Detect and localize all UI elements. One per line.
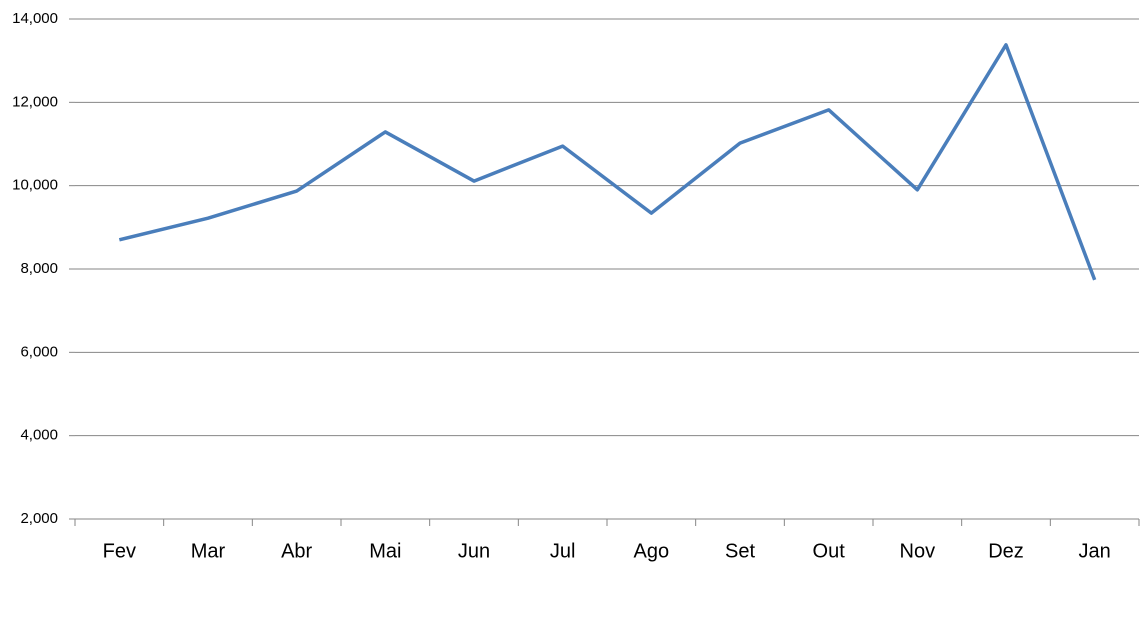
x-tick-label: Set bbox=[725, 540, 755, 562]
y-tick-label: 2,000 bbox=[20, 510, 58, 527]
x-tick-label: Mar bbox=[191, 540, 226, 562]
y-tick-label: 10,000 bbox=[12, 177, 58, 194]
y-tick-label: 4,000 bbox=[20, 427, 58, 444]
x-tick-label: Ago bbox=[634, 540, 670, 562]
y-tick-label: 14,000 bbox=[12, 10, 58, 27]
data-line bbox=[118, 43, 1097, 281]
x-tick-label: Jan bbox=[1079, 540, 1111, 562]
x-tick-label: Out bbox=[813, 540, 846, 562]
y-tick-label: 8,000 bbox=[20, 260, 58, 277]
x-tick-label: Mai bbox=[369, 540, 401, 562]
x-tick-label: Jul bbox=[550, 540, 576, 562]
x-tick-label: Dez bbox=[988, 540, 1024, 562]
y-tick-label: 12,000 bbox=[12, 93, 58, 110]
x-tick-label: Jun bbox=[458, 540, 490, 562]
x-tick-label: Nov bbox=[900, 540, 936, 562]
x-tick-label: Fev bbox=[103, 540, 136, 562]
y-tick-label: 6,000 bbox=[20, 343, 58, 360]
x-tick-label: Abr bbox=[281, 540, 312, 562]
